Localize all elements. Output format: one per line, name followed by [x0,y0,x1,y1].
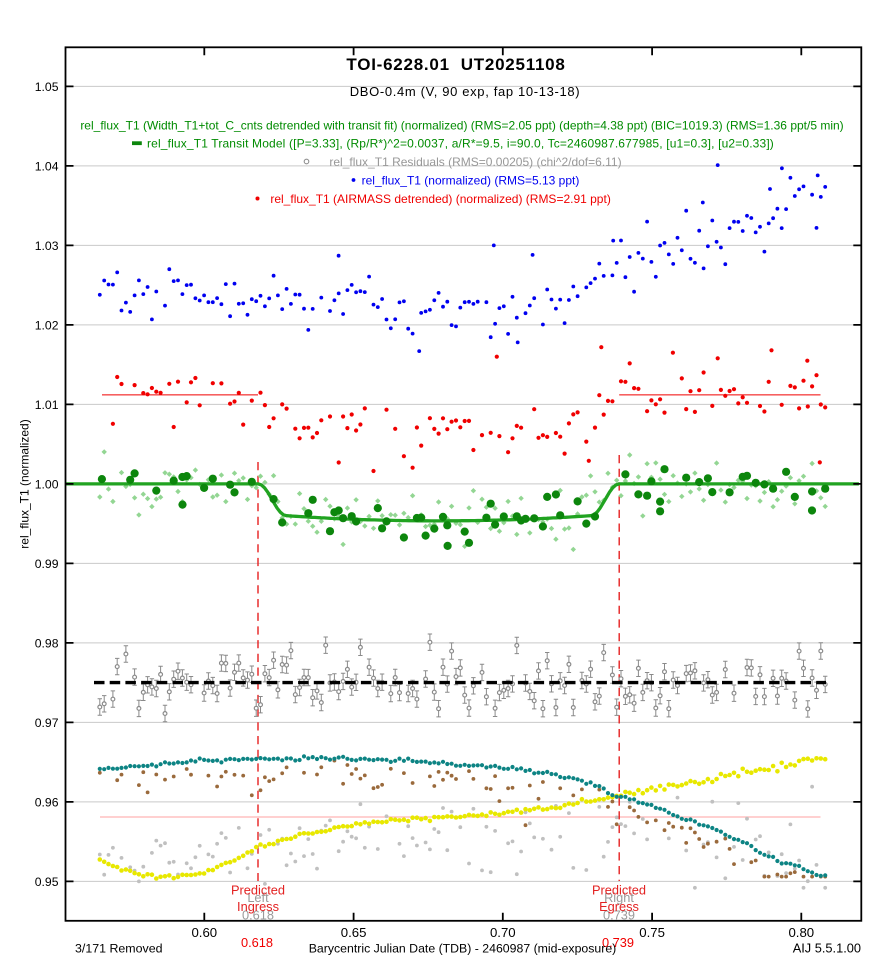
svg-text:rel_flux_T1 (Width_T1+tot_C_cn: rel_flux_T1 (Width_T1+tot_C_cnts detrend… [80,119,843,133]
svg-text:rel_flux_T1 (normalized) (RMS=: rel_flux_T1 (normalized) (RMS=5.13 ppt) [362,174,580,188]
svg-text:1.00: 1.00 [35,477,59,491]
svg-text:0.98: 0.98 [35,636,59,650]
svg-text:rel_flux_T1 Transit Model ([P=: rel_flux_T1 Transit Model ([P=3.33], (Rp… [147,137,774,151]
svg-text:AIJ 5.5.1.00: AIJ 5.5.1.00 [793,941,861,956]
svg-text:Left: Left [247,890,269,905]
svg-text:0.70: 0.70 [490,925,516,940]
svg-text:rel_flux_T1 (AIRMASS detrended: rel_flux_T1 (AIRMASS detrended) (normali… [270,192,610,206]
svg-text:Right: Right [604,890,634,905]
svg-text:0.80: 0.80 [788,925,814,940]
svg-text:0.618: 0.618 [241,935,273,950]
svg-text:Barycentric Julian Date (TDB): Barycentric Julian Date (TDB) - 2460987 … [309,942,617,956]
svg-text:0.618: 0.618 [242,908,274,923]
svg-text:Ingress: Ingress [237,899,279,914]
svg-text:TOI-6228.01 UT20251108: TOI-6228.01 UT20251108 [346,55,565,74]
svg-text:1.03: 1.03 [35,239,59,253]
svg-text:1.02: 1.02 [35,318,59,332]
svg-text:Egress: Egress [599,899,639,914]
svg-text:rel_flux_T1 (normalized): rel_flux_T1 (normalized) [18,419,32,548]
svg-text:1.05: 1.05 [35,80,59,94]
svg-text:0.60: 0.60 [191,925,217,940]
svg-text:1.01: 1.01 [35,398,59,412]
svg-text:0.75: 0.75 [639,925,665,940]
svg-text:0.97: 0.97 [35,716,59,730]
svg-text:Predicted: Predicted [592,883,646,898]
svg-text:0.99: 0.99 [35,557,59,571]
svg-text:0.65: 0.65 [341,925,367,940]
svg-text:DBO-0.4m (V, 90 exp, fap 10-13: DBO-0.4m (V, 90 exp, fap 10-13-18) [350,84,580,99]
svg-text:rel_flux_T1 Residuals (RMS=0.0: rel_flux_T1 Residuals (RMS=0.00205) (chi… [329,155,621,169]
svg-text:0.739: 0.739 [603,908,635,923]
svg-text:0.739: 0.739 [602,935,634,950]
svg-text:0.96: 0.96 [35,795,59,809]
svg-text:1.04: 1.04 [35,159,59,173]
svg-text:0.95: 0.95 [35,875,59,889]
svg-text:3/171 Removed: 3/171 Removed [75,942,163,956]
svg-text:Predicted: Predicted [231,883,285,898]
